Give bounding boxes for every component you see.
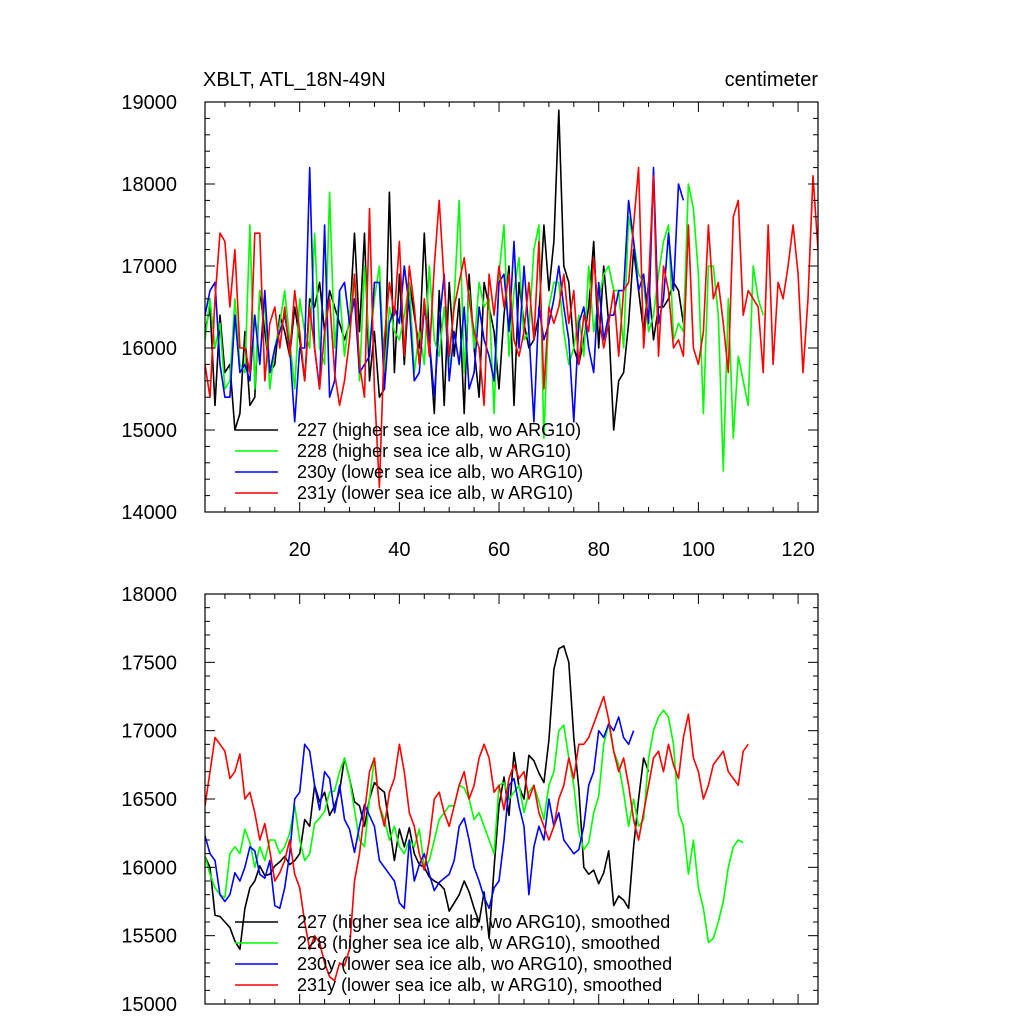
top-y-tick-label: 18000 — [121, 174, 177, 196]
bottom-y-tick-label: 15000 — [121, 994, 177, 1016]
bottom-y-tick-label: 15500 — [121, 926, 177, 948]
bottom-y-tick-label: 16000 — [121, 857, 177, 879]
top-chart-title: XBLT, ATL_18N-49N — [203, 69, 386, 91]
top-x-tick-label: 20 — [289, 539, 311, 561]
top-legend-label: 231y (lower sea ice alb, w ARG10) — [297, 483, 573, 503]
top-plot-frame — [204, 101, 819, 513]
top-y-tick-label: 19000 — [121, 92, 177, 114]
top-series-line-227 — [205, 109, 685, 431]
bottom-legend-label: 230y (lower sea ice alb, wo ARG10), smoo… — [297, 954, 672, 974]
top-x-tick-label: 100 — [682, 539, 715, 561]
bottom-series-line-227 — [205, 645, 650, 951]
top-legend-label: 230y (lower sea ice alb, wo ARG10) — [297, 462, 583, 482]
bottom-series-line-230y — [205, 716, 635, 910]
top-x-tick-label: 40 — [388, 539, 410, 561]
bottom-legend-label: 227 (higher sea ice alb, wo ARG10), smoo… — [297, 912, 670, 932]
bottom-y-tick-label: 17000 — [121, 721, 177, 743]
bottom-y-tick-label: 16500 — [121, 789, 177, 811]
top-legend-label: 228 (higher sea ice alb, w ARG10) — [297, 441, 571, 461]
bottom-legend-label: 228 (higher sea ice alb, w ARG10), smoot… — [297, 933, 660, 953]
top-y-tick-label: 15000 — [121, 420, 177, 442]
bottom-y-tick-label: 18000 — [121, 584, 177, 606]
top-y-tick-label: 16000 — [121, 338, 177, 360]
top-x-tick-label: 120 — [781, 539, 814, 561]
top-y-tick-label: 17000 — [121, 256, 177, 278]
top-x-tick-label: 80 — [588, 539, 610, 561]
bottom-chart-panel: 15000 15500 16000 16500 17000 17500 18000 227 (… — [121, 584, 819, 1016]
bottom-series-line-231y — [205, 695, 749, 982]
top-y-tick-label: 14000 — [121, 502, 177, 524]
top-legend-label: 227 (higher sea ice alb, wo ARG10) — [297, 420, 581, 440]
top-series-line-231y — [205, 166, 818, 489]
bottom-legend-label: 231y (lower sea ice alb, w ARG10), smoot… — [297, 975, 662, 995]
top-series-line-228 — [205, 183, 764, 472]
top-x-tick-label: 60 — [488, 539, 510, 561]
bottom-y-tick-label: 17500 — [121, 652, 177, 674]
top-chart-units: centimeter — [725, 69, 819, 91]
top-chart-panel: 20 40 60 80 100 120 14000 15000 16000 17000 18000 1… — [121, 92, 819, 561]
